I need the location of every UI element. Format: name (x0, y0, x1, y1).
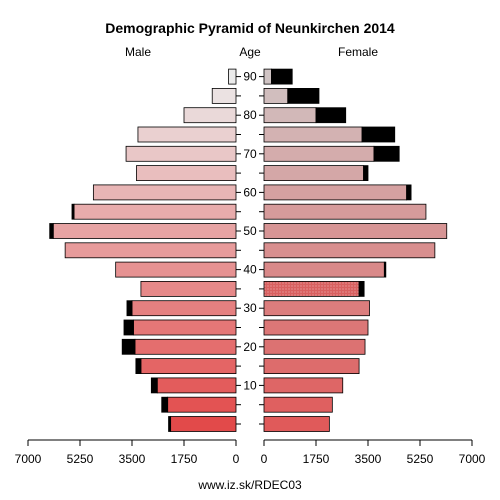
female-bar-35-39 (263, 280, 360, 297)
female-bar-75-79 (263, 126, 363, 143)
female-bar-55-59 (263, 203, 427, 220)
female-foreign-bar-65-69 (363, 165, 369, 182)
female-bar-80-84 (263, 107, 317, 124)
male-bars (49, 68, 237, 432)
male-foreign-bar-25-29 (123, 319, 134, 336)
male-bar-45-49 (64, 242, 237, 259)
age-label: Age (239, 45, 261, 59)
age-tick-label-90: 90 (243, 70, 257, 84)
female-bar-45-49 (263, 242, 436, 259)
age-axis: 10 20 30 40 50 60 70 80 90 (236, 70, 264, 425)
male-bar-10-14 (156, 377, 237, 394)
male-bar-80-84 (183, 107, 237, 124)
age-tick-label-70: 70 (243, 147, 257, 161)
x-tick-label-female-1750: 1750 (303, 452, 330, 466)
male-bar-35-39 (140, 280, 237, 297)
female-foreign-bar-35-39 (358, 280, 365, 297)
x-tick-label-male-1750: 1750 (171, 452, 198, 466)
male-bar-5-9 (167, 396, 237, 413)
female-bars (263, 68, 448, 432)
female-bar-50-54 (263, 223, 448, 239)
female-label: Female (338, 45, 378, 59)
female-foreign-bar-60-64 (406, 184, 412, 201)
female-bar-40-44 (263, 261, 385, 278)
x-tick-label-female-3500: 3500 (355, 452, 382, 466)
male-foreign-bar-5-9 (161, 396, 169, 413)
x-tick-label-female-7000: 7000 (459, 452, 486, 466)
chart-title: Demographic Pyramid of Neunkirchen 2014 (105, 20, 395, 36)
male-bar-65-69 (136, 165, 237, 182)
age-tick-label-20: 20 (243, 340, 257, 354)
male-bar-75-79 (137, 126, 237, 143)
male-foreign-bar-20-24 (121, 338, 136, 355)
x-tick-label-female-5250: 5250 (407, 452, 434, 466)
female-bar-70-74 (263, 145, 375, 162)
female-bar-85-89 (263, 88, 289, 104)
x-axis-male: 7000 5250 3500 1750 0 (15, 439, 240, 466)
male-foreign-bar-0-4 (168, 416, 172, 432)
age-tick-label-60: 60 (243, 185, 257, 199)
male-bar-70-74 (125, 145, 237, 162)
female-bar-0-4 (263, 416, 330, 432)
female-foreign-bar-90+ (271, 68, 293, 85)
female-foreign-bar-80-84 (315, 107, 347, 124)
female-bar-90+ (263, 68, 272, 85)
x-tick-label-male-3500: 3500 (119, 452, 146, 466)
male-bar-60-64 (92, 184, 237, 201)
female-bar-20-24 (263, 338, 366, 355)
x-axis-female: 0 1750 3500 5250 7000 (261, 439, 486, 466)
age-tick-label-40: 40 (243, 263, 257, 277)
female-bar-65-69 (263, 165, 364, 182)
female-foreign-bar-85-89 (287, 88, 320, 104)
female-bar-5-9 (263, 396, 333, 413)
x-tick-label-male-0: 0 (233, 452, 240, 466)
male-bar-30-34 (131, 300, 237, 317)
male-bar-55-59 (73, 203, 237, 220)
male-bar-90+ (228, 68, 237, 85)
male-foreign-bar-30-34 (126, 300, 133, 317)
male-foreign-bar-50-54 (49, 223, 54, 239)
age-tick-label-10: 10 (243, 378, 257, 392)
female-bar-30-34 (263, 300, 370, 317)
male-bar-15-19 (140, 358, 237, 375)
age-tick-label-30: 30 (243, 301, 257, 315)
female-foreign-bar-75-79 (361, 126, 396, 143)
male-bar-25-29 (133, 319, 237, 336)
male-label: Male (125, 45, 151, 59)
female-bar-25-29 (263, 319, 369, 336)
female-bar-15-19 (263, 358, 360, 375)
age-tick-label-50: 50 (243, 224, 257, 238)
male-foreign-bar-55-59 (71, 203, 75, 220)
male-foreign-bar-15-19 (135, 358, 142, 375)
x-tick-label-female-0: 0 (261, 452, 268, 466)
footer-url: www.iz.sk/RDEC03 (197, 478, 302, 492)
male-bar-85-89 (211, 88, 237, 104)
male-bar-20-24 (134, 338, 237, 355)
male-bar-0-4 (170, 416, 237, 432)
male-bar-50-54 (52, 223, 237, 239)
age-tick-label-80: 80 (243, 108, 257, 122)
female-foreign-bar-40-44 (383, 261, 387, 278)
male-foreign-bar-10-14 (150, 377, 158, 394)
x-tick-label-male-7000: 7000 (15, 452, 42, 466)
female-bar-10-14 (263, 377, 344, 394)
female-bar-60-64 (263, 184, 408, 201)
female-foreign-bar-70-74 (373, 145, 400, 162)
x-tick-label-male-5250: 5250 (67, 452, 94, 466)
male-bar-40-44 (115, 261, 237, 278)
